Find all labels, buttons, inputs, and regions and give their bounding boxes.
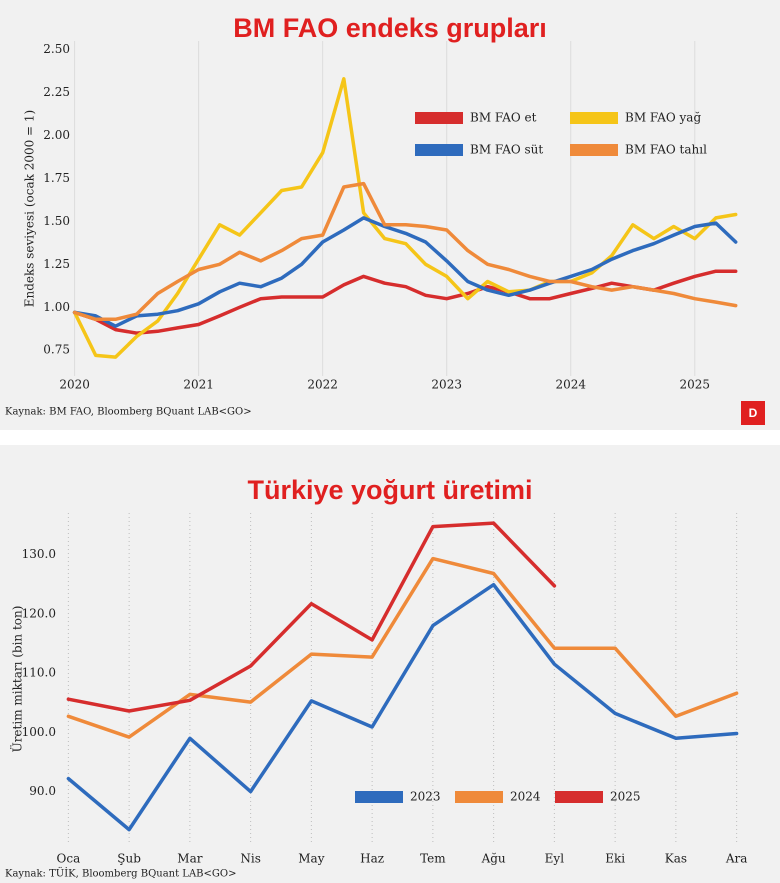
y-tick-label: 1.50 xyxy=(43,214,70,228)
legend-label: 2024 xyxy=(510,790,541,804)
y-axis-title: Üretim miktarı (bin ton) xyxy=(9,606,25,753)
x-tick-label: 2024 xyxy=(555,378,586,392)
x-tick-label: 2021 xyxy=(183,378,214,392)
series-line xyxy=(72,181,738,322)
legend-label: 2025 xyxy=(610,790,641,804)
legend-swatch xyxy=(415,144,463,156)
x-tick-label: 2020 xyxy=(59,378,90,392)
series-line xyxy=(66,521,557,713)
y-tick-label: 1.75 xyxy=(43,171,70,185)
y-tick-label: 90.0 xyxy=(29,784,56,798)
logo: D xyxy=(749,406,758,420)
legend-label: BM FAO et xyxy=(470,111,537,125)
source: Kaynak: BM FAO, Bloomberg BQuant LAB<GO> xyxy=(5,407,252,418)
chart-title: Türkiye yoğurt üretimi xyxy=(247,475,532,505)
x-tick-label: Ara xyxy=(725,852,748,866)
legend-label: 2023 xyxy=(410,790,441,804)
x-tick-label: Mar xyxy=(177,852,202,866)
x-tick-label: May xyxy=(298,852,324,866)
y-tick-label: 1.25 xyxy=(43,257,70,271)
y-tick-label: 0.75 xyxy=(43,343,70,357)
logo-box xyxy=(741,401,765,425)
chart-title: BM FAO endeks grupları xyxy=(233,13,547,43)
x-tick-label: 2023 xyxy=(431,378,462,392)
legend-swatch xyxy=(570,112,618,124)
x-tick-label: Şub xyxy=(117,852,141,866)
y-tick-label: 2.00 xyxy=(43,128,70,142)
series-line xyxy=(72,216,738,328)
series-line xyxy=(72,269,738,335)
y-tick-label: 2.50 xyxy=(43,42,70,56)
x-tick-label: Oca xyxy=(57,852,81,866)
y-axis-title: Endeks seviyesi (ocak 2000 = 1) xyxy=(23,110,37,308)
legend-label: BM FAO yağ xyxy=(625,111,701,125)
legend-swatch xyxy=(570,144,618,156)
y-tick-label: 130.0 xyxy=(22,547,56,561)
x-tick-label: Eyl xyxy=(545,852,565,866)
y-tick-label: 2.25 xyxy=(43,85,70,99)
y-tick-label: 1.00 xyxy=(43,300,70,314)
legend-swatch xyxy=(415,112,463,124)
x-tick-label: 2025 xyxy=(680,378,711,392)
y-tick-label: 120.0 xyxy=(22,606,56,620)
x-tick-label: Tem xyxy=(420,852,446,866)
x-tick-label: 2022 xyxy=(307,378,338,392)
y-tick-label: 100.0 xyxy=(22,725,56,739)
x-tick-label: Eki xyxy=(605,852,625,866)
panel-background xyxy=(0,445,780,883)
series-line xyxy=(72,77,738,359)
x-tick-label: Nis xyxy=(240,852,261,866)
x-tick-label: Kas xyxy=(665,852,687,866)
y-tick-label: 110.0 xyxy=(22,666,56,680)
legend-swatch xyxy=(355,791,403,803)
x-tick-label: Ağu xyxy=(481,852,506,866)
source: Kaynak: TÜİK, Bloomberg BQuant LAB<GO> xyxy=(5,868,236,880)
legend-swatch xyxy=(455,791,503,803)
panel-background xyxy=(0,0,780,430)
x-tick-label: Haz xyxy=(360,852,384,866)
legend-label: BM FAO tahıl xyxy=(625,143,707,157)
legend-label: BM FAO süt xyxy=(470,143,543,157)
legend-swatch xyxy=(555,791,603,803)
series-line xyxy=(66,582,739,832)
